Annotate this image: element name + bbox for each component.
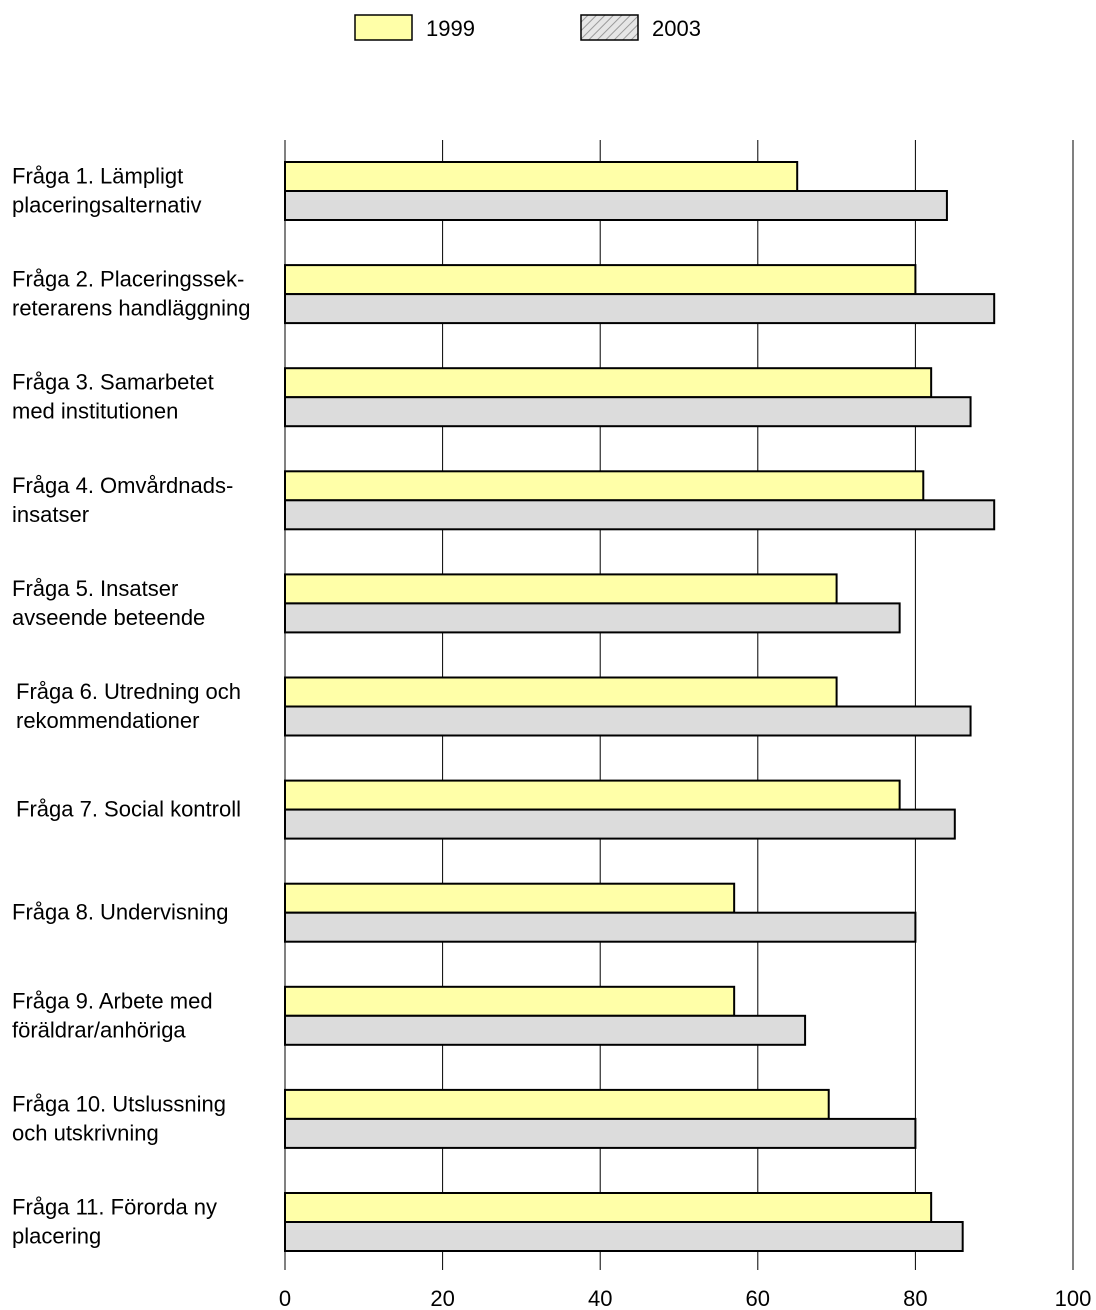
category-label: Fråga 7. Social kontroll (16, 797, 241, 822)
bar-1999-q9 (284, 985, 736, 1017)
category-label-line: placering (12, 1224, 101, 1249)
x-tick-label: 60 (746, 1286, 770, 1310)
bar-2003-q11 (284, 1221, 964, 1252)
category-label: Fråga 8. Undervisning (12, 900, 228, 925)
category-label-line: rekommendationer (16, 708, 199, 733)
bar-2003-q7 (284, 808, 956, 840)
category-label-line: placeringsalternativ (12, 193, 202, 218)
category-label: Fråga 11. Förorda ny placering (12, 1195, 217, 1249)
bar-2003-q5 (284, 602, 901, 634)
category-label-line: med institutionen (12, 399, 178, 424)
bar-2003-q8 (284, 911, 917, 943)
category-label: Fråga 9. Arbete med föräldrar/anhöriga (12, 988, 213, 1042)
bar-2003-q4 (284, 499, 996, 531)
bar-2003-q9 (284, 1014, 807, 1046)
bar-1999-q8 (284, 882, 736, 914)
category-label: Fråga 4. Omvårdnads-insatser (12, 473, 233, 527)
category-label-line: och utskrivning (12, 1120, 159, 1145)
category-label: Fråga 3. Samarbetet med institutionen (12, 370, 214, 424)
bar-1999-q2 (284, 264, 917, 296)
category-label-line: Fråga 6. Utredning och (16, 679, 241, 704)
x-tick-label: 80 (903, 1286, 927, 1310)
category-label-line: Fråga 3. Samarbetet (12, 370, 214, 395)
legend: 1999 2003 (354, 14, 701, 41)
x-tick-label: 0 (279, 1286, 291, 1310)
category-label-line: Fråga 10. Utslussning (12, 1091, 226, 1116)
bar-1999-q6 (284, 676, 838, 708)
bar-1999-q11 (284, 1192, 933, 1223)
bar-2003-q1 (284, 190, 948, 221)
bar-1999-q3 (284, 367, 933, 399)
legend-swatch-0 (354, 14, 413, 41)
x-tick-label: 40 (588, 1286, 612, 1310)
category-label-line: Fråga 5. Insatser (12, 576, 178, 601)
category-label-line: reterarens handläggning (12, 296, 251, 321)
bars (284, 161, 996, 1252)
category-label-line: avseende beteende (12, 605, 205, 630)
bar-2003-q3 (284, 396, 972, 428)
category-label-line: insatser (12, 502, 89, 527)
x-tick-labels: 0 20 40 60 80 100 (279, 1286, 1091, 1310)
bar-2003-q6 (284, 705, 972, 737)
bar-1999-q4 (284, 470, 925, 502)
bar-1999-q5 (284, 573, 838, 605)
legend-swatch-1 (580, 14, 639, 41)
category-labels: Fråga 1. Lämpligt placeringsalternativFrå… (12, 164, 251, 1249)
category-label-line: Fråga 1. Lämpligt (12, 164, 183, 189)
category-label: Fråga 1. Lämpligt placeringsalternativ (12, 164, 202, 218)
category-label-line: Fråga 9. Arbete med (12, 988, 213, 1013)
category-label: Fråga 6. Utredning och rekommendationer (16, 679, 241, 733)
category-label-line: Fråga 8. Undervisning (12, 900, 228, 925)
category-label-line: Fråga 7. Social kontroll (16, 797, 241, 822)
category-label: Fråga 2. Placeringssek-reterarens handlä… (12, 267, 251, 321)
bar-2003-q10 (284, 1117, 917, 1149)
bar-2003-q2 (284, 293, 996, 325)
bar-1999-q7 (284, 779, 901, 811)
legend-label-0: 1999 (426, 16, 475, 41)
x-tick-label: 100 (1055, 1286, 1092, 1310)
category-label: Fråga 5. Insatser avseende beteende (12, 576, 205, 630)
bar-1999-q1 (284, 161, 799, 192)
category-label-line: Fråga 11. Förorda ny (12, 1195, 217, 1220)
legend-label-1: 2003 (652, 16, 701, 41)
category-label-line: Fråga 2. Placeringssek- (12, 267, 244, 292)
x-tick-label: 20 (430, 1286, 454, 1310)
category-label-line: föräldrar/anhöriga (12, 1017, 186, 1042)
category-label-line: Fråga 4. Omvårdnads- (12, 473, 233, 498)
bar-1999-q10 (284, 1088, 830, 1120)
category-label: Fråga 10. Utslussning och utskrivning (12, 1091, 226, 1145)
